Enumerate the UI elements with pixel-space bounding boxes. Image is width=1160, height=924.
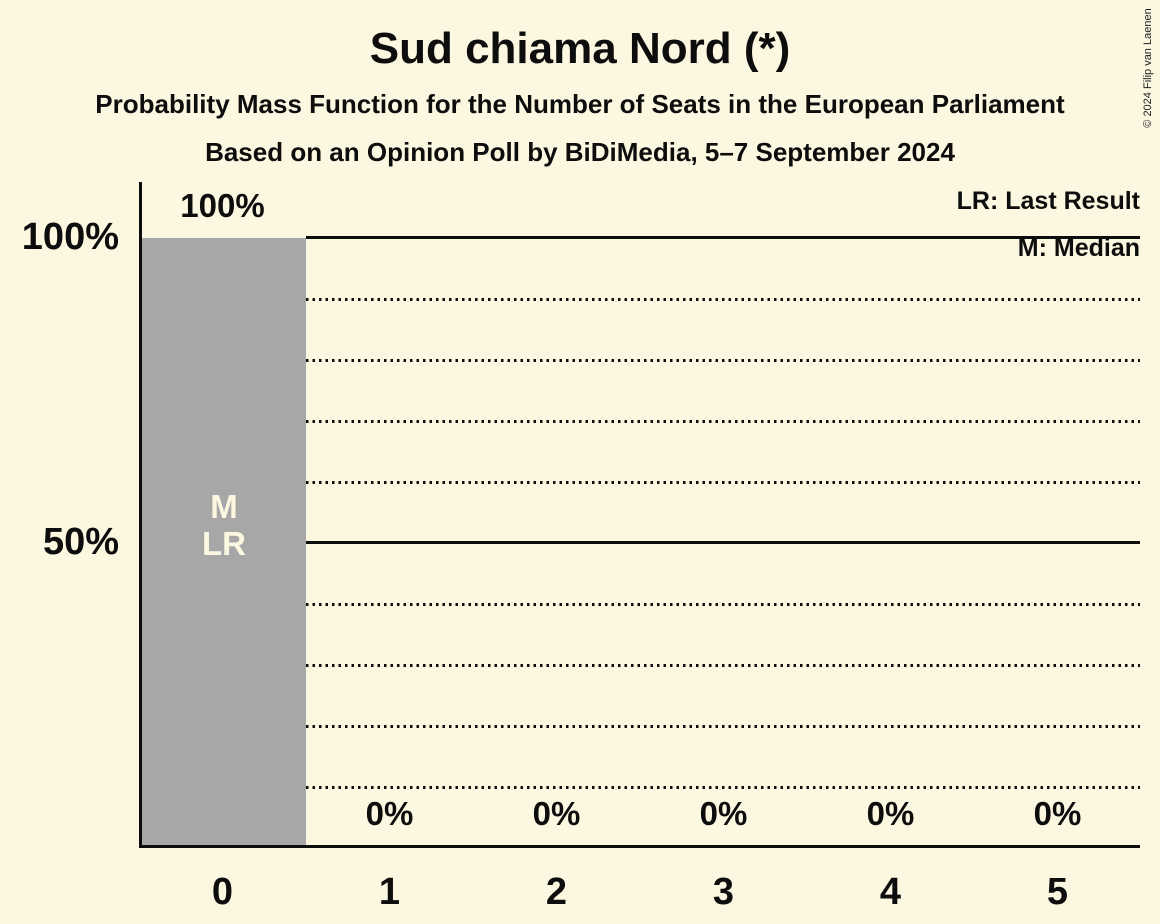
x-tick-0: 0 [211, 871, 234, 913]
copyright-note: © 2024 Filip van Laenen [1142, 8, 1154, 128]
poll-subtitle: Based on an Opinion Poll by BiDiMedia, 5… [205, 137, 955, 167]
bar-median-label: M [210, 488, 238, 525]
y-axis-label-100: 100% [21, 216, 119, 258]
gridline-90 [306, 298, 1140, 301]
bar-seats-0: M LR [142, 238, 306, 845]
chart-subtitle: Probability Mass Function for the Number… [95, 89, 1065, 119]
gridline-80 [306, 359, 1140, 362]
plot-area: M LR [139, 182, 1140, 848]
x-tick-3: 3 [712, 871, 735, 913]
page-title: Sud chiama Nord (*) [369, 24, 791, 73]
gridline-70 [306, 420, 1140, 423]
value-label-2: 0% [532, 795, 581, 832]
bar-last-result-label: LR [202, 525, 246, 562]
gridline-40 [306, 603, 1140, 606]
value-label-5: 0% [1033, 795, 1082, 832]
gridline-10 [306, 786, 1140, 789]
gridline-20 [306, 725, 1140, 728]
x-tick-2: 2 [545, 871, 568, 913]
gridline-60 [306, 481, 1140, 484]
x-tick-1: 1 [378, 871, 401, 913]
x-tick-5: 5 [1046, 871, 1069, 913]
x-tick-4: 4 [879, 871, 902, 913]
value-label-4: 0% [866, 795, 915, 832]
x-axis-line [139, 845, 1140, 848]
value-label-1: 0% [365, 795, 414, 832]
y-axis-label-50: 50% [42, 521, 119, 563]
y-axis-line [139, 182, 142, 848]
legend-last-result: LR: Last Result [956, 187, 1140, 215]
value-label-3: 0% [699, 795, 748, 832]
bar-annotations: M LR [142, 488, 306, 562]
gridline-30 [306, 664, 1140, 667]
gridline-50 [306, 541, 1140, 544]
gridline-100 [306, 236, 1140, 239]
value-label-0: 100% [180, 187, 265, 224]
